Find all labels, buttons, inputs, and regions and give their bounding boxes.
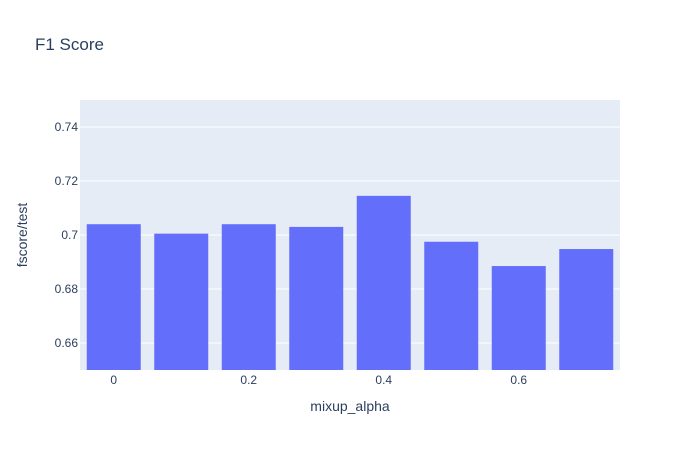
bars bbox=[86, 195, 614, 370]
bar[interactable] bbox=[491, 266, 546, 370]
x-axis-ticks: 0 0.2 0.4 0.6 bbox=[110, 373, 527, 387]
y-tick-label: 0.68 bbox=[55, 282, 79, 296]
x-tick-label: 0.2 bbox=[240, 373, 257, 387]
x-tick-label: 0.6 bbox=[510, 373, 527, 387]
y-tick-label: 0.7 bbox=[61, 228, 78, 242]
y-axis-ticks: 0.66 0.68 0.7 0.72 0.74 bbox=[55, 120, 79, 350]
x-axis-label: mixup_alpha bbox=[310, 398, 390, 414]
bar[interactable] bbox=[221, 224, 276, 370]
bar[interactable] bbox=[356, 195, 411, 370]
bar[interactable] bbox=[289, 226, 344, 370]
y-tick-label: 0.74 bbox=[55, 120, 79, 134]
bar[interactable] bbox=[154, 233, 209, 370]
y-tick-label: 0.72 bbox=[55, 174, 79, 188]
bar[interactable] bbox=[86, 224, 141, 370]
chart-title: F1 Score bbox=[35, 35, 104, 54]
bar[interactable] bbox=[424, 241, 479, 370]
x-tick-label: 0 bbox=[110, 373, 117, 387]
bar[interactable] bbox=[559, 249, 614, 370]
x-tick-label: 0.4 bbox=[375, 373, 392, 387]
y-tick-label: 0.66 bbox=[55, 336, 79, 350]
y-axis-label: fscore/test bbox=[14, 203, 30, 268]
